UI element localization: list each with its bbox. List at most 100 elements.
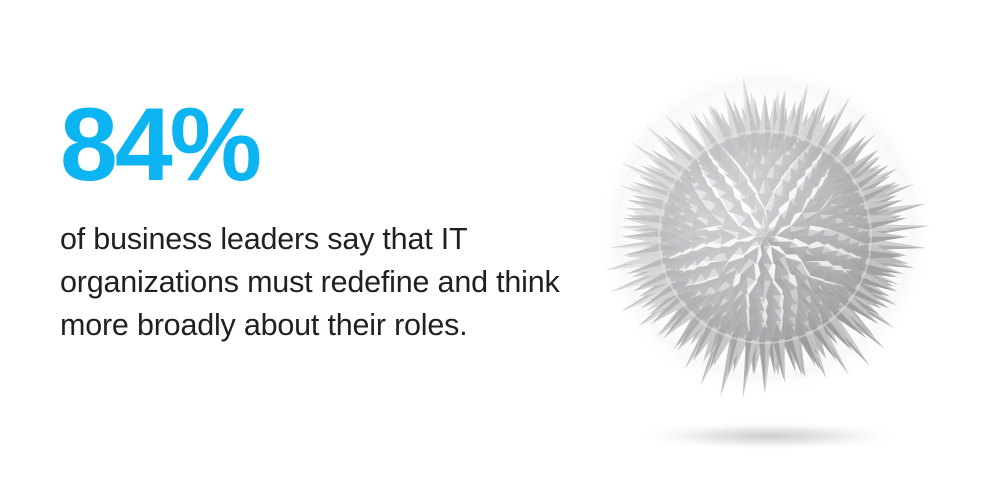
sphere-facet <box>851 244 869 257</box>
sphere-facet <box>748 280 765 297</box>
sphere-facet <box>793 229 809 245</box>
sphere-facet <box>819 293 836 310</box>
sphere-facet <box>814 265 833 281</box>
sphere-facet <box>845 270 898 292</box>
sphere-facet <box>776 226 793 241</box>
sphere-facet <box>651 166 699 197</box>
sphere-rim-shade <box>658 130 872 344</box>
sphere-facet <box>679 169 696 184</box>
sphere-facet <box>719 139 732 157</box>
spiky-sphere-illustration <box>565 40 975 470</box>
sphere-facet <box>710 260 729 276</box>
sphere-facet <box>834 284 880 315</box>
sphere-facet <box>686 190 705 205</box>
sphere-facet <box>711 175 729 193</box>
sphere-facet <box>807 246 825 262</box>
sphere-facet <box>831 205 849 220</box>
sphere-facet <box>748 294 765 311</box>
sphere-facet <box>686 163 704 180</box>
sphere-facet <box>797 297 812 316</box>
sphere-facet <box>834 290 851 305</box>
sphere-facet <box>661 217 679 230</box>
sphere-facet <box>840 179 858 194</box>
sphere-facet <box>755 228 765 237</box>
sphere-facet <box>840 175 891 201</box>
sphere-facet <box>851 217 869 230</box>
sphere-facet <box>745 323 758 341</box>
sphere-facet <box>765 228 775 237</box>
sphere-facet <box>791 246 809 262</box>
sphere-facet <box>808 312 823 330</box>
sphere-facet <box>705 166 722 184</box>
sphere-facet <box>650 149 696 184</box>
sphere-facet <box>694 177 712 194</box>
sphere-facet <box>687 298 704 315</box>
sphere-facet <box>834 169 851 184</box>
sphere-facet <box>782 179 797 198</box>
sphere-facet <box>760 237 770 246</box>
sphere-facet <box>833 237 851 253</box>
sphere-facet <box>672 179 690 194</box>
sphere-facet <box>663 204 681 217</box>
sphere-facet <box>661 244 679 257</box>
sphere-front-spikes <box>621 93 909 381</box>
sphere-facet <box>697 306 712 323</box>
sphere-facet <box>798 139 811 157</box>
sphere-facet <box>765 177 782 194</box>
sphere-facet <box>697 151 712 168</box>
sphere-facet <box>782 276 797 295</box>
sphere-facet <box>840 280 858 295</box>
sphere-facet <box>808 166 825 184</box>
sphere-facet <box>801 198 820 214</box>
sphere-facet <box>820 250 838 266</box>
sphere-facet <box>845 270 863 283</box>
sphere-facet <box>737 241 755 255</box>
sphere-facet <box>808 229 825 245</box>
sphere-facet <box>773 214 790 230</box>
sphere-facet <box>672 280 690 295</box>
sphere-facet <box>840 280 890 309</box>
sphere-facet <box>732 291 748 309</box>
sphere-facet <box>785 135 798 153</box>
sphere-facet <box>721 246 739 262</box>
sphere-facet <box>740 214 757 230</box>
sphere-facet <box>732 135 745 153</box>
sphere-facet <box>785 200 802 217</box>
sphere-facet <box>811 187 829 203</box>
sphere-facet <box>749 305 765 323</box>
sphere-facet <box>705 229 722 245</box>
sphere-facet <box>707 312 722 330</box>
sphere-facet <box>710 198 729 214</box>
sphere-facet <box>755 237 765 246</box>
sphere-facet <box>785 321 798 339</box>
sphere-facet <box>826 294 844 311</box>
sphere-facet <box>757 163 773 180</box>
sphere-facet <box>808 312 837 361</box>
sphere-facet <box>745 133 758 151</box>
sphere-facet <box>765 294 782 311</box>
sphere-facet <box>791 212 809 228</box>
sphere-facet <box>687 159 704 176</box>
sphere-facet <box>733 179 748 198</box>
sphere-facet <box>818 306 833 323</box>
sphere-facet <box>692 250 710 266</box>
sphere-facet <box>772 323 785 341</box>
sphere-facet <box>707 144 722 162</box>
sphere-facet <box>793 187 810 204</box>
sphere-drop-shadow <box>629 421 909 451</box>
sphere-facet <box>811 171 849 203</box>
sphere-facet <box>765 237 775 246</box>
sphere-facet <box>705 246 723 262</box>
sphere-facet <box>706 276 724 293</box>
stat-text-block: 84% of business leaders say that IT orga… <box>60 93 580 347</box>
sphere-facet <box>686 294 704 311</box>
sphere-facet <box>840 273 891 297</box>
sphere-facet <box>774 193 790 211</box>
sphere-facet <box>818 306 853 351</box>
sphere-facet <box>732 321 745 339</box>
sphere-facet <box>775 241 793 255</box>
sphere-facet <box>821 216 839 232</box>
sphere-facet <box>849 257 867 270</box>
sphere-facet <box>818 151 833 168</box>
